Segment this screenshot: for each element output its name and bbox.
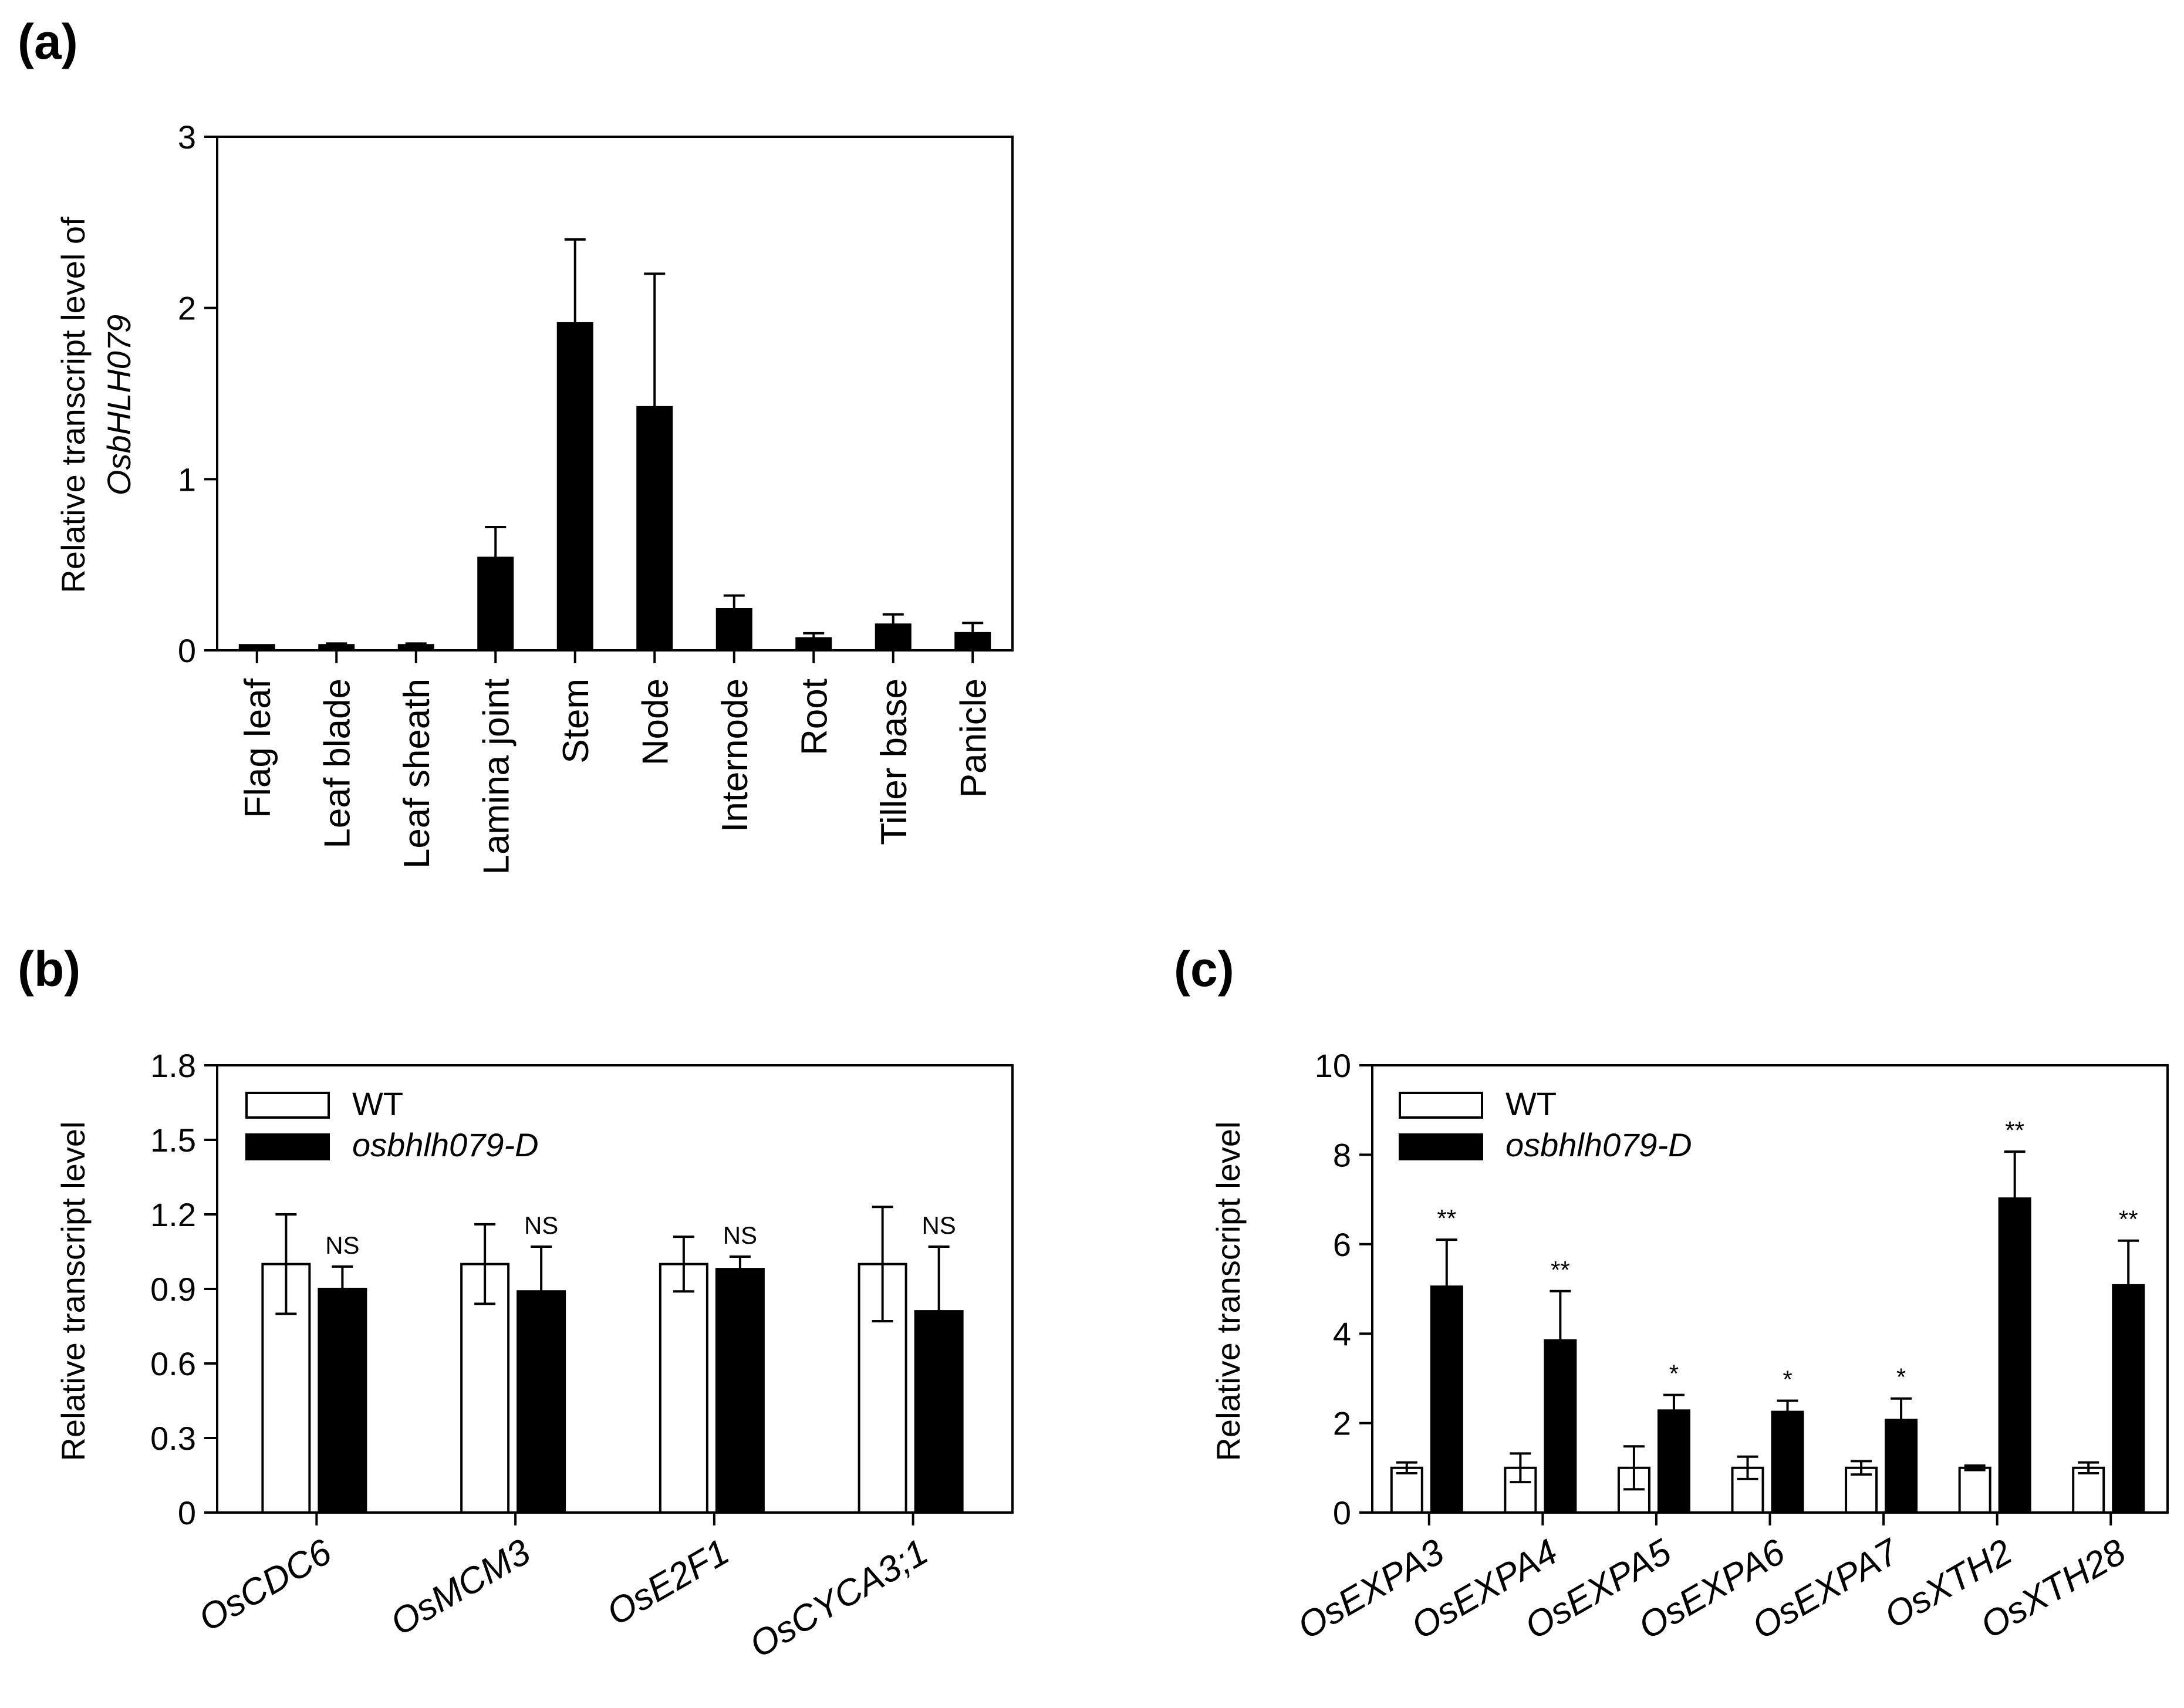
panel-a-label: (a) — [18, 14, 78, 69]
panel-b-ytick-label: 0.6 — [150, 1345, 196, 1382]
panel-b-bar-wt — [659, 1263, 708, 1514]
panel-b-ytick-label: 1.2 — [150, 1196, 196, 1233]
panel-a-axes-frame — [216, 136, 1014, 652]
panel-a-bar — [318, 644, 355, 652]
panel-b-category-label: OsE2F1 — [600, 1531, 735, 1633]
panel-c-significance-label: ** — [1551, 1256, 1570, 1284]
panel-c-axes-frame — [1371, 1064, 2169, 1514]
panel-a-bar — [795, 637, 832, 652]
panel-b-ytick-label: 0.3 — [150, 1420, 196, 1457]
panel-b-category-label: OsMCM3 — [384, 1531, 537, 1643]
panel-c-significance-label: ** — [2119, 1206, 2138, 1233]
panel-c-bar-wt — [1958, 1466, 1991, 1514]
panel-a-category-label: Flag leaf — [238, 678, 278, 818]
panel-a-bar — [397, 644, 434, 652]
panel-a-bar — [715, 608, 752, 652]
panel-a-ytick-label: 3 — [178, 119, 196, 156]
panel-c-significance-label: ** — [1437, 1204, 1456, 1232]
panel-c-significance-label: * — [1669, 1360, 1679, 1388]
panel-a-ylabel-line2: OsbHLH079 — [100, 315, 137, 495]
panel-a-category-label: Leaf blade — [317, 679, 357, 849]
panel-b-legend-mutant-swatch — [245, 1133, 330, 1160]
panel-b-label: (b) — [18, 941, 80, 997]
panel-b-legend-wt-swatch — [245, 1092, 330, 1119]
panel-b-significance-label: NS — [723, 1221, 757, 1249]
panel-b-category-label: OsCYCA3;1 — [743, 1531, 935, 1666]
panel-c-ytick-label: 4 — [1333, 1315, 1351, 1352]
panel-c-bar-wt — [1390, 1466, 1423, 1514]
panel-a-category-label: Tiller base — [874, 679, 914, 845]
panel-c-legend-wt-swatch — [1399, 1092, 1483, 1119]
panel-c-legend-wt-label: WT — [1505, 1085, 1557, 1122]
panel-b-bar-mutant — [517, 1290, 566, 1514]
panel-c-ytick-label: 2 — [1333, 1405, 1351, 1442]
panel-a-ytick-label: 1 — [178, 461, 196, 498]
panel-c-bar-wt — [2072, 1466, 2105, 1514]
panel-b-significance-label: NS — [325, 1231, 359, 1259]
panel-c-legend-mutant-swatch — [1399, 1133, 1483, 1160]
panel-c-legend-mutant-label: osbhlh079-D — [1505, 1126, 1692, 1163]
panel-a-bar — [954, 632, 991, 652]
panel-b-ytick-label: 1.8 — [150, 1047, 196, 1084]
panel-b-category-label: OsCDC6 — [192, 1531, 339, 1639]
panel-a-category-label: Leaf sheath — [397, 679, 437, 869]
panel-c-ytick-label: 0 — [1333, 1494, 1351, 1531]
panel-a-ytick-label: 2 — [178, 290, 196, 327]
panel-b-legend-wt-label: WT — [352, 1085, 403, 1122]
panel-c-ytick-label: 10 — [1315, 1047, 1351, 1084]
panel-c-ytick-label: 6 — [1333, 1226, 1351, 1263]
panel-a-category-label: Lamina joint — [476, 679, 517, 875]
panel-a-category-label: Internode — [715, 679, 755, 832]
panel-b-ytick-label: 0 — [178, 1494, 196, 1531]
panel-a-bar — [556, 322, 593, 652]
panel-c-significance-label: * — [1783, 1366, 1792, 1393]
panel-c-significance-label: * — [1896, 1363, 1906, 1391]
panel-a-ytick-label: 0 — [178, 632, 196, 669]
panel-b-bar-wt — [460, 1263, 510, 1514]
panel-a-category-label: Node — [635, 679, 676, 765]
panel-b-ylabel: Relative transcript level — [55, 1122, 92, 1461]
panel-a-bar — [238, 644, 275, 652]
panel-c-ylabel: Relative transcript level — [1210, 1122, 1247, 1461]
panel-c-bar-mutant — [1771, 1410, 1804, 1514]
panel-a-category-label: Stem — [556, 679, 596, 764]
panel-b-bar-mutant — [318, 1288, 367, 1514]
panel-b-significance-label: NS — [524, 1211, 558, 1239]
panel-b-significance-label: NS — [921, 1211, 956, 1239]
panel-c-label: (c) — [1174, 941, 1234, 997]
panel-a-bar — [875, 623, 912, 652]
panel-c-significance-label: ** — [2005, 1116, 2024, 1144]
panel-b-legend-mutant-label: osbhlh079-D — [352, 1126, 539, 1163]
panel-a-category-label: Root — [794, 679, 835, 755]
panel-a-category-label: Panicle — [953, 679, 994, 798]
panel-b-bar-mutant — [715, 1268, 765, 1514]
panel-a-bar — [477, 556, 514, 652]
panel-a-plot: 0 1 2 3 Flag leaf Leaf blade Leaf sheath Lamina… — [178, 119, 1014, 875]
panel-b-ytick-label: 0.9 — [150, 1271, 196, 1308]
panel-b-ytick-label: 1.5 — [150, 1122, 196, 1159]
panel-a-bar — [636, 406, 673, 652]
panel-a-ylabel-line1: Relative transcript level of — [55, 217, 92, 593]
panel-c-ytick-label: 8 — [1333, 1136, 1351, 1173]
